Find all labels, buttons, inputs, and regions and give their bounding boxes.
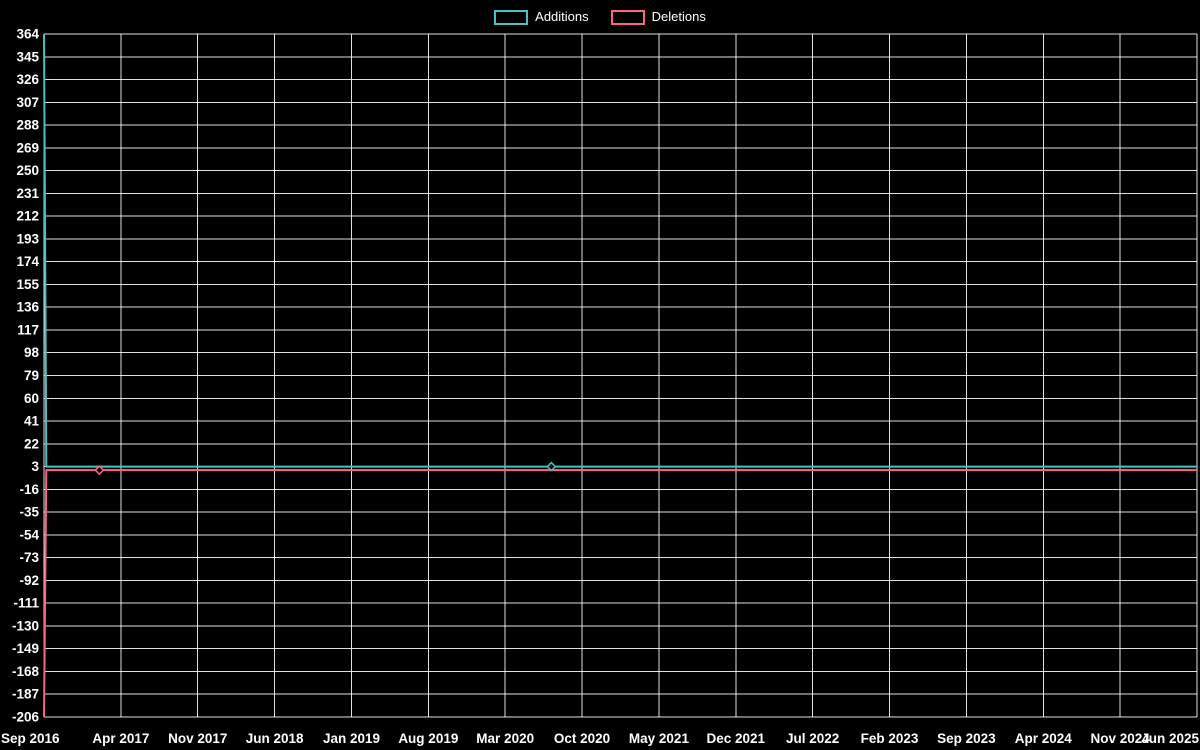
y-tick-label: -187	[12, 687, 39, 702]
y-tick-label: 155	[16, 277, 39, 292]
y-tick-label: 250	[16, 163, 39, 178]
y-tick-label: -111	[13, 596, 39, 611]
y-tick-label: 117	[17, 322, 39, 337]
y-tick-label: -130	[12, 618, 39, 633]
grid-lines	[43, 33, 1198, 718]
y-tick-label: -35	[19, 505, 39, 520]
x-tick-label: Apr 2017	[92, 731, 149, 746]
deletions-line	[43, 469, 1197, 718]
x-tick-label: Apr 2024	[1015, 731, 1073, 746]
additions-point-marker	[546, 461, 557, 472]
legend-item-additions[interactable]: Additions	[494, 9, 589, 25]
x-tick-label: Jan 2019	[323, 731, 380, 746]
y-tick-label: 79	[24, 368, 39, 383]
x-tick-label: Sep 2016	[1, 731, 60, 746]
x-tick-label: Jun 2025	[1141, 731, 1199, 746]
y-tick-label: -73	[19, 550, 39, 565]
y-tick-label: 269	[16, 140, 39, 155]
x-tick-label: Jun 2018	[246, 731, 304, 746]
y-tick-label: 345	[16, 49, 39, 64]
y-tick-label: 364	[16, 27, 39, 42]
y-tick-label: 60	[24, 391, 39, 406]
legend-item-deletions[interactable]: Deletions	[610, 9, 706, 25]
x-tick-label: Jul 2022	[786, 731, 839, 746]
y-tick-label: 231	[16, 186, 39, 201]
y-tick-label: -92	[19, 573, 39, 588]
y-tick-label: -168	[12, 664, 40, 679]
y-tick-label: -16	[19, 482, 39, 497]
chart-legend: Additions Deletions	[0, 0, 1200, 25]
y-axis-tick-labels: 364 345 326 307 288 269 250 231 212 193 174 155 136 1…	[12, 27, 40, 725]
x-tick-label: May 2021	[629, 731, 690, 746]
y-tick-label: 288	[16, 118, 39, 133]
x-tick-label: Nov 2017	[168, 731, 227, 746]
y-tick-label: 98	[24, 345, 40, 360]
x-tick-label: Oct 2020	[554, 731, 610, 746]
y-tick-label: 136	[16, 300, 39, 315]
y-tick-label: 3	[31, 459, 39, 474]
y-tick-label: 212	[16, 209, 39, 224]
y-tick-label: 193	[16, 231, 39, 246]
y-tick-label: 307	[16, 95, 39, 110]
x-tick-label: Mar 2020	[476, 731, 534, 746]
x-axis-tick-labels: Sep 2016 Apr 2017 Nov 2017 Jun 2018 Jan 2019…	[1, 731, 1199, 746]
deletions-point-marker	[94, 465, 105, 476]
x-tick-label: Aug 2019	[398, 731, 458, 746]
legend-label-deletions: Deletions	[651, 9, 706, 24]
deletions-swatch-icon	[610, 9, 645, 25]
additions-line	[43, 33, 1197, 468]
legend-label-additions: Additions	[535, 9, 589, 24]
x-tick-label: Feb 2023	[861, 731, 919, 746]
y-tick-label: -206	[12, 710, 40, 725]
y-tick-label: 326	[16, 72, 39, 87]
y-tick-label: -54	[19, 527, 39, 542]
x-tick-label: Dec 2021	[707, 731, 766, 746]
y-tick-label: 41	[24, 414, 40, 429]
x-tick-label: Sep 2023	[937, 731, 996, 746]
additions-swatch-icon	[494, 9, 529, 25]
y-tick-label: 22	[24, 436, 39, 451]
y-tick-label: -149	[12, 641, 39, 656]
y-tick-label: 174	[16, 254, 39, 269]
x-tick-label: Nov 2024	[1090, 731, 1150, 746]
